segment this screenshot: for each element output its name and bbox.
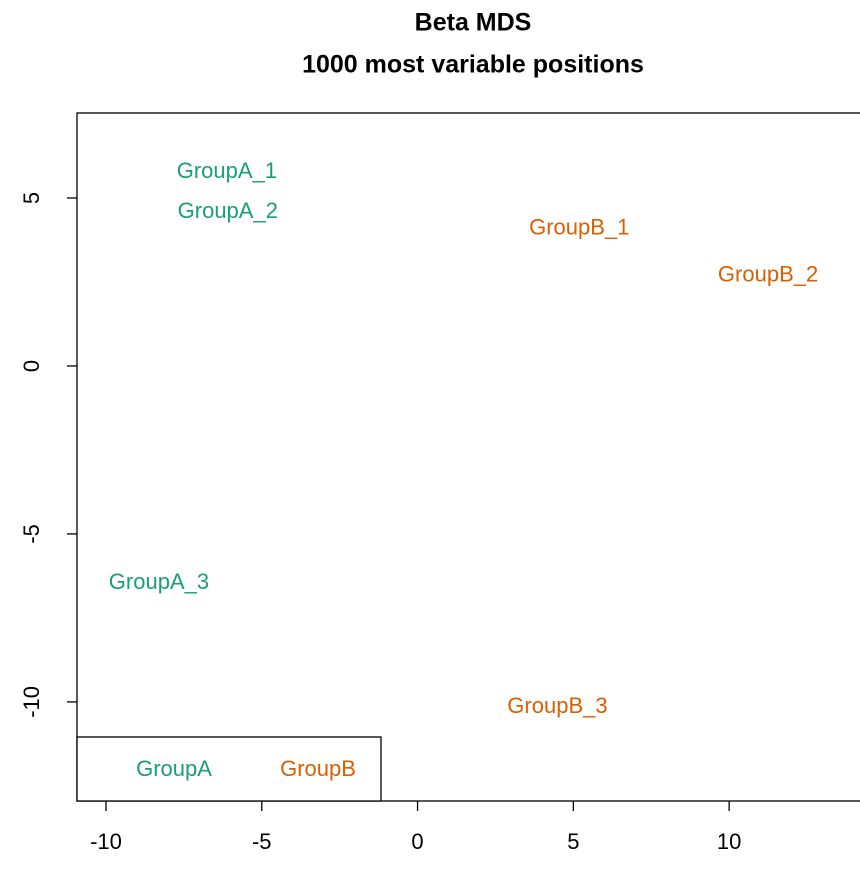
x-tick-label: 0	[411, 829, 423, 854]
chart-subtitle: 1000 most variable positions	[302, 51, 644, 79]
x-tick-label: -10	[90, 829, 122, 854]
x-tick-label: 10	[717, 829, 741, 854]
point-label: GroupA_3	[109, 569, 209, 594]
legend-entry: GroupB	[280, 756, 356, 781]
point-label: GroupB_3	[507, 693, 607, 718]
point-label: GroupA_1	[177, 158, 277, 183]
plot-frame	[76, 112, 860, 802]
legend-box	[76, 736, 382, 802]
chart-title: Beta MDS	[415, 9, 532, 37]
y-tick-label: -5	[19, 524, 44, 544]
point-label: GroupA_2	[178, 198, 278, 223]
legend-entry: GroupA	[136, 756, 212, 781]
x-tick-label: -5	[252, 829, 272, 854]
x-tick-label: 5	[567, 829, 579, 854]
point-label: GroupB_1	[529, 215, 629, 240]
y-tick-label: -10	[19, 686, 44, 718]
y-tick-label: 5	[19, 192, 44, 204]
y-tick-label: 0	[19, 360, 44, 372]
point-label: GroupB_2	[718, 262, 818, 287]
